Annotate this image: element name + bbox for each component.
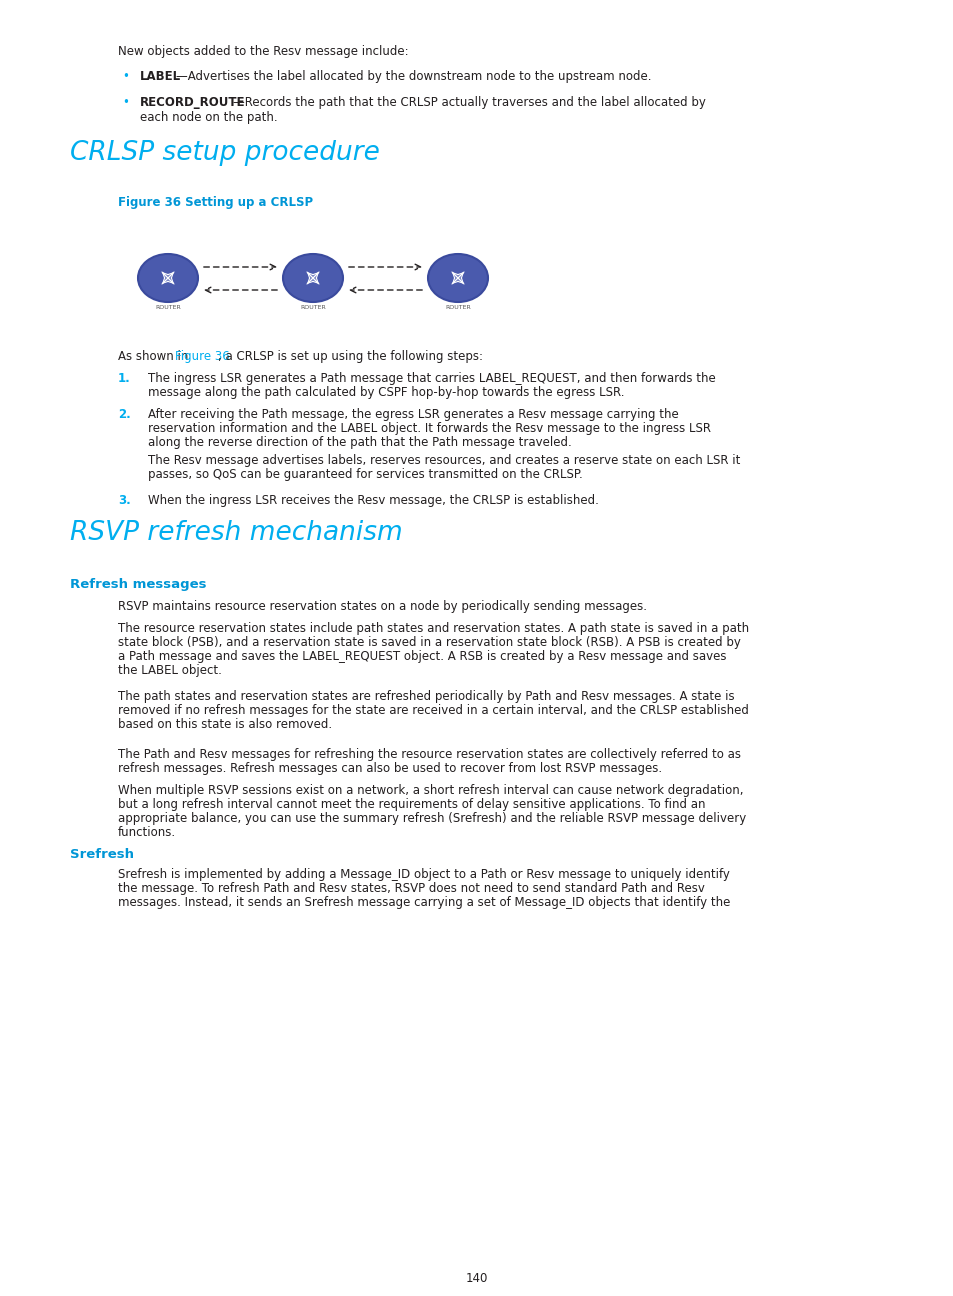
- Text: RSVP refresh mechanism: RSVP refresh mechanism: [70, 520, 402, 546]
- Text: each node on the path.: each node on the path.: [140, 111, 277, 124]
- Text: CRLSP setup procedure: CRLSP setup procedure: [70, 140, 379, 166]
- Text: Figure 36: Figure 36: [174, 350, 230, 363]
- Text: Figure 36 Setting up a CRLSP: Figure 36 Setting up a CRLSP: [118, 196, 313, 209]
- Text: ROUTER: ROUTER: [445, 305, 471, 310]
- Text: RSVP maintains resource reservation states on a node by periodically sending mes: RSVP maintains resource reservation stat…: [118, 600, 646, 613]
- Text: based on this state is also removed.: based on this state is also removed.: [118, 718, 332, 731]
- Text: 140: 140: [465, 1271, 488, 1286]
- Ellipse shape: [283, 254, 343, 302]
- Text: , a CRLSP is set up using the following steps:: , a CRLSP is set up using the following …: [218, 350, 482, 363]
- Text: When the ingress LSR receives the Resv message, the CRLSP is established.: When the ingress LSR receives the Resv m…: [148, 494, 598, 507]
- Text: along the reverse direction of the path that the Path message traveled.: along the reverse direction of the path …: [148, 435, 571, 448]
- Text: appropriate balance, you can use the summary refresh (Srefresh) and the reliable: appropriate balance, you can use the sum…: [118, 813, 745, 826]
- Text: New objects added to the Resv message include:: New objects added to the Resv message in…: [118, 45, 408, 58]
- Text: functions.: functions.: [118, 826, 176, 839]
- Text: Refresh messages: Refresh messages: [70, 578, 206, 591]
- Text: message along the path calculated by CSPF hop-by-hop towards the egress LSR.: message along the path calculated by CSP…: [148, 386, 624, 399]
- Text: Srefresh is implemented by adding a Message_ID object to a Path or Resv message : Srefresh is implemented by adding a Mess…: [118, 868, 729, 881]
- Text: the LABEL object.: the LABEL object.: [118, 664, 222, 677]
- Text: refresh messages. Refresh messages can also be used to recover from lost RSVP me: refresh messages. Refresh messages can a…: [118, 762, 661, 775]
- Text: 3.: 3.: [118, 494, 131, 507]
- Text: but a long refresh interval cannot meet the requirements of delay sensitive appl: but a long refresh interval cannot meet …: [118, 798, 705, 811]
- Text: After receiving the Path message, the egress LSR generates a Resv message carryi: After receiving the Path message, the eg…: [148, 408, 678, 421]
- Text: a Path message and saves the LABEL_REQUEST object. A RSB is created by a Resv me: a Path message and saves the LABEL_REQUE…: [118, 651, 726, 664]
- Text: LABEL: LABEL: [140, 70, 181, 83]
- Text: As shown in: As shown in: [118, 350, 192, 363]
- Text: ROUTER: ROUTER: [300, 305, 326, 310]
- Text: passes, so QoS can be guaranteed for services transmitted on the CRLSP.: passes, so QoS can be guaranteed for ser…: [148, 468, 582, 481]
- Text: reservation information and the LABEL object. It forwards the Resv message to th: reservation information and the LABEL ob…: [148, 422, 710, 435]
- Ellipse shape: [138, 254, 198, 302]
- Text: the message. To refresh Path and Resv states, RSVP does not need to send standar: the message. To refresh Path and Resv st…: [118, 883, 704, 896]
- Text: When multiple RSVP sessions exist on a network, a short refresh interval can cau: When multiple RSVP sessions exist on a n…: [118, 784, 742, 797]
- Text: removed if no refresh messages for the state are received in a certain interval,: removed if no refresh messages for the s…: [118, 704, 748, 717]
- Text: The ingress LSR generates a Path message that carries LABEL_REQUEST, and then fo: The ingress LSR generates a Path message…: [148, 372, 715, 385]
- Ellipse shape: [428, 254, 488, 302]
- Text: 1.: 1.: [118, 372, 131, 385]
- Text: The Path and Resv messages for refreshing the resource reservation states are co: The Path and Resv messages for refreshin…: [118, 748, 740, 761]
- Text: Srefresh: Srefresh: [70, 848, 133, 861]
- Text: The Resv message advertises labels, reserves resources, and creates a reserve st: The Resv message advertises labels, rese…: [148, 454, 740, 467]
- Text: ROUTER: ROUTER: [155, 305, 181, 310]
- Text: •: •: [122, 96, 129, 109]
- Text: messages. Instead, it sends an Srefresh message carrying a set of Message_ID obj: messages. Instead, it sends an Srefresh …: [118, 896, 730, 908]
- Text: 2.: 2.: [118, 408, 131, 421]
- Text: •: •: [122, 70, 129, 83]
- Text: The resource reservation states include path states and reservation states. A pa: The resource reservation states include …: [118, 622, 748, 635]
- Text: state block (PSB), and a reservation state is saved in a reservation state block: state block (PSB), and a reservation sta…: [118, 636, 740, 649]
- Text: The path states and reservation states are refreshed periodically by Path and Re: The path states and reservation states a…: [118, 689, 734, 702]
- Text: —Advertises the label allocated by the downstream node to the upstream node.: —Advertises the label allocated by the d…: [175, 70, 651, 83]
- Text: RECORD_ROUTE: RECORD_ROUTE: [140, 96, 245, 109]
- Text: —Records the path that the CRLSP actually traverses and the label allocated by: —Records the path that the CRLSP actuall…: [233, 96, 705, 109]
